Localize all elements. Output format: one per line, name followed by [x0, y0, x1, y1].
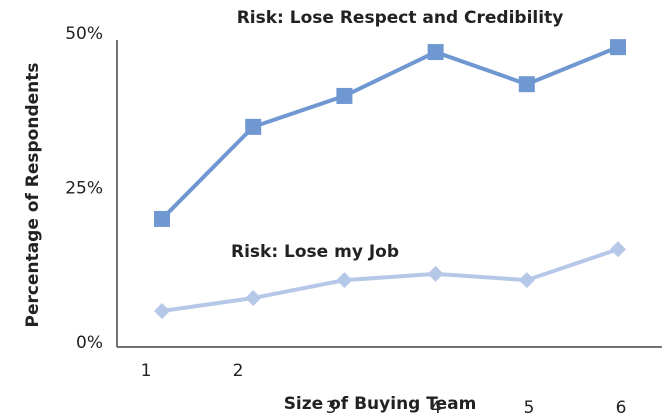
- marker: [154, 303, 170, 320]
- marker: [336, 87, 353, 104]
- x-tick-label: 1: [141, 361, 152, 381]
- marker: [154, 210, 170, 227]
- y-tick-label: 50%: [65, 24, 103, 44]
- series-line: [161, 247, 619, 313]
- x-tick-label: 2: [233, 361, 244, 381]
- x-tick-label: 4: [431, 398, 442, 418]
- marker: [518, 272, 535, 289]
- marker: [518, 76, 535, 93]
- x-tick-label: 3: [326, 398, 337, 418]
- marker: [245, 118, 262, 135]
- series-label: Risk: Lose Respect and Credibility: [237, 8, 564, 28]
- marker: [245, 290, 262, 307]
- marker: [427, 44, 444, 61]
- x-tick-label: 6: [616, 398, 627, 418]
- y-tick-label: 25%: [65, 179, 103, 199]
- x-tick-label: 5: [524, 398, 535, 418]
- y-tick-label: 0%: [76, 333, 103, 353]
- series-line: [160, 45, 619, 221]
- marker: [610, 39, 626, 56]
- marker: [427, 265, 444, 282]
- marker: [610, 241, 626, 258]
- x-axis-label: Size of Buying Team: [284, 394, 477, 414]
- series-label: Risk: Lose my Job: [231, 242, 399, 262]
- marker: [336, 272, 353, 289]
- y-axis-label: Percentage of Respondents: [23, 62, 43, 327]
